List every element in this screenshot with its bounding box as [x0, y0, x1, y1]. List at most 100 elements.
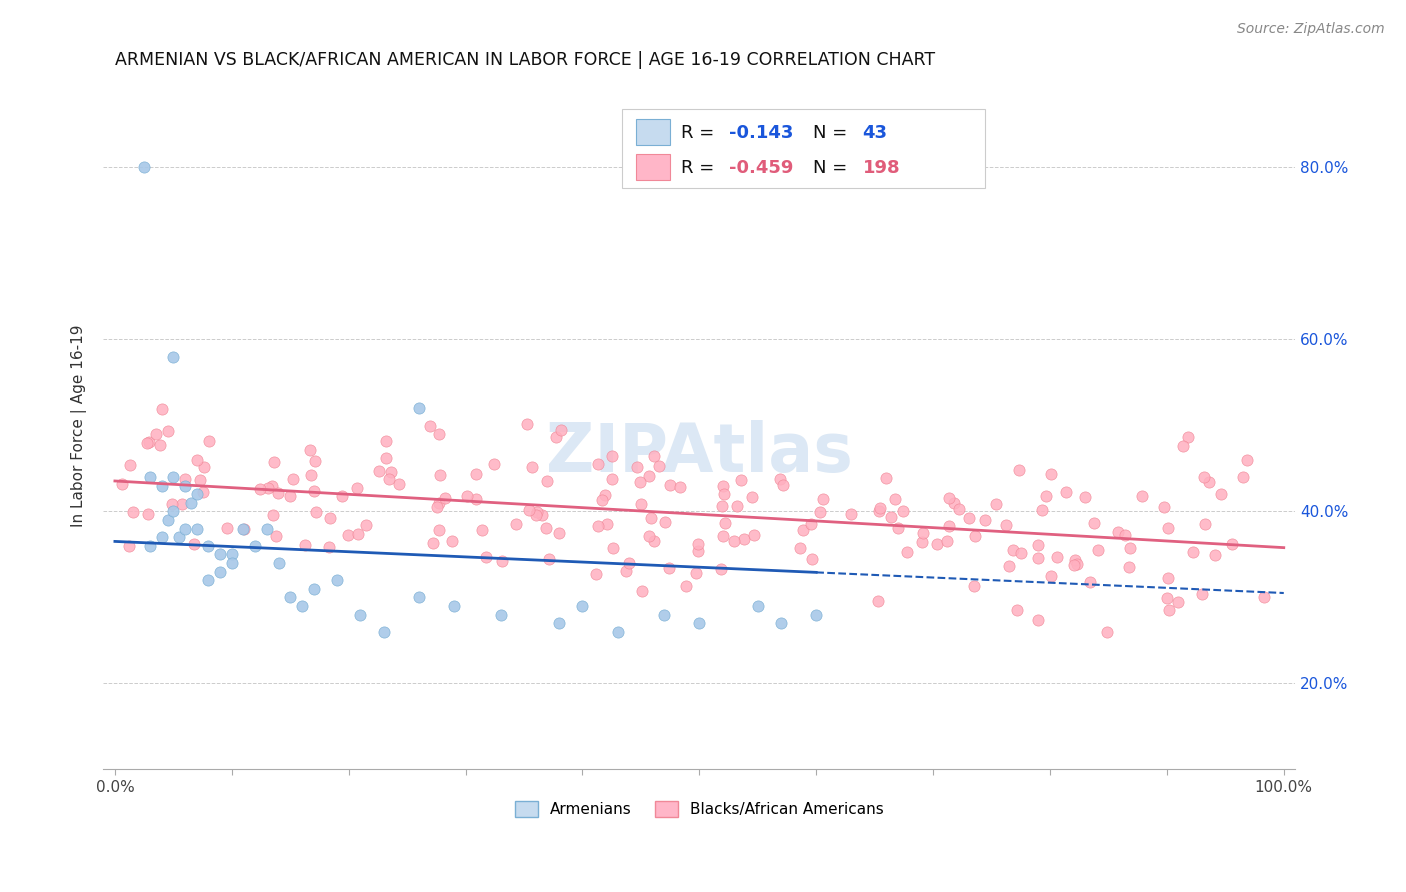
Text: 198: 198	[863, 159, 900, 177]
Point	[191, 485, 214, 500]
Point	[260, 479, 283, 493]
Point	[136, 508, 159, 522]
Point	[617, 556, 640, 570]
Point	[1026, 537, 1049, 551]
Point	[1063, 553, 1085, 567]
Point	[267, 485, 290, 500]
Point	[839, 507, 862, 521]
Point	[643, 449, 665, 463]
Point	[994, 518, 1017, 533]
Point	[375, 434, 398, 448]
Point	[638, 469, 661, 483]
Point	[801, 552, 824, 566]
Point	[1083, 516, 1105, 530]
Text: -0.143: -0.143	[730, 124, 793, 142]
Point	[120, 458, 142, 472]
Point	[174, 478, 197, 492]
Point	[963, 579, 986, 593]
Point	[373, 624, 395, 639]
Point	[911, 526, 934, 541]
Point	[1204, 548, 1226, 562]
Point	[711, 529, 734, 543]
Point	[986, 497, 1008, 511]
Point	[267, 556, 290, 570]
Point	[505, 516, 527, 531]
Point	[425, 500, 447, 514]
Point	[1045, 550, 1067, 565]
Point	[534, 521, 557, 535]
Point	[190, 473, 212, 487]
Point	[685, 566, 707, 581]
Legend: Armenians, Blacks/African Americans: Armenians, Blacks/African Americans	[509, 796, 890, 823]
Point	[675, 579, 697, 593]
Point	[742, 528, 765, 542]
Point	[792, 523, 814, 537]
Point	[193, 459, 215, 474]
Point	[429, 468, 451, 483]
Point	[550, 423, 572, 437]
Point	[1097, 624, 1119, 639]
Text: Source: ZipAtlas.com: Source: ZipAtlas.com	[1237, 22, 1385, 37]
Point	[1054, 484, 1077, 499]
Point	[588, 519, 610, 533]
Point	[1087, 543, 1109, 558]
Point	[138, 435, 160, 450]
Point	[669, 479, 692, 493]
Point	[139, 539, 162, 553]
Point	[640, 510, 662, 524]
Point	[1063, 558, 1085, 573]
Text: R =: R =	[682, 124, 720, 142]
Point	[1253, 591, 1275, 605]
Point	[134, 161, 156, 175]
Point	[232, 522, 254, 536]
Point	[145, 427, 167, 442]
Point	[332, 489, 354, 503]
Point	[600, 472, 623, 486]
Point	[628, 475, 651, 489]
Point	[304, 484, 326, 499]
Point	[305, 505, 328, 519]
Point	[465, 467, 488, 482]
Point	[546, 430, 568, 444]
Point	[318, 510, 340, 524]
Point	[278, 489, 301, 503]
Point	[209, 565, 232, 579]
Point	[422, 536, 444, 550]
Point	[443, 599, 465, 613]
Point	[408, 401, 430, 416]
Point	[711, 499, 734, 513]
Point	[606, 624, 628, 639]
Point	[304, 454, 326, 468]
Point	[186, 487, 208, 501]
Point	[1167, 595, 1189, 609]
Point	[591, 493, 613, 508]
Point	[1031, 503, 1053, 517]
Point	[526, 505, 548, 519]
Point	[148, 438, 170, 452]
Point	[197, 539, 219, 553]
Point	[688, 616, 710, 631]
Point	[377, 472, 399, 486]
Point	[626, 460, 648, 475]
Point	[769, 472, 792, 486]
Point	[388, 476, 411, 491]
Point	[772, 478, 794, 492]
Point	[1008, 463, 1031, 477]
Point	[1039, 568, 1062, 582]
Point	[891, 503, 914, 517]
FancyBboxPatch shape	[636, 120, 669, 145]
Point	[927, 536, 949, 550]
Point	[630, 497, 652, 511]
Point	[536, 474, 558, 488]
Point	[911, 535, 934, 549]
Point	[156, 424, 179, 438]
Point	[866, 594, 889, 608]
Point	[723, 533, 745, 548]
Point	[183, 536, 205, 550]
Point	[657, 561, 679, 575]
Point	[326, 573, 349, 587]
Point	[637, 529, 659, 543]
Point	[643, 534, 665, 549]
Point	[427, 495, 450, 509]
Point	[465, 492, 488, 507]
